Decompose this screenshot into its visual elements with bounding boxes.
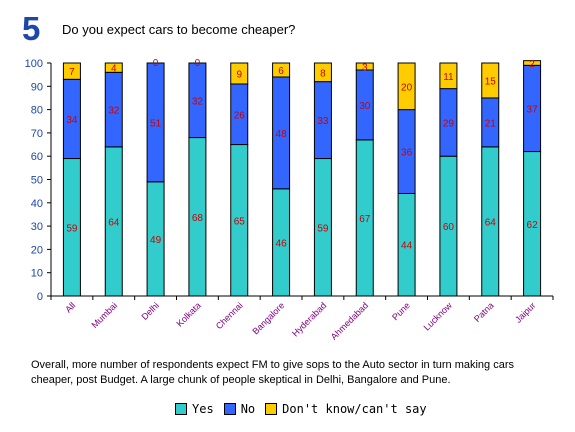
data-label-no: 34 <box>66 115 78 126</box>
bar-dontknow <box>104 62 123 73</box>
summary-note: Overall, more number of respondents expe… <box>31 359 515 386</box>
question-number: 5 <box>22 10 41 47</box>
data-label-no: 29 <box>443 118 455 129</box>
data-label-dontknow: 3 <box>362 62 368 73</box>
legend-swatch-yes <box>175 403 187 415</box>
data-label-yes: 64 <box>108 217 120 228</box>
bar-dontknow <box>481 62 500 99</box>
category-label-group: Chennai <box>214 300 245 331</box>
data-label-dontknow: 15 <box>485 76 497 87</box>
question-title: Do you expect cars to become cheaper? <box>62 22 296 37</box>
category-label: Lucknow <box>422 300 455 333</box>
data-label-dontknow: 4 <box>111 64 117 75</box>
category-label-group: Delhi <box>139 300 161 322</box>
y-tick-label: 60 <box>31 151 43 163</box>
data-label-dontknow: 6 <box>278 66 284 77</box>
y-tick-label: 100 <box>25 58 43 70</box>
data-label-yes: 65 <box>234 216 246 227</box>
category-label-group: Ahmedabad <box>329 300 370 341</box>
category-label-group: Mumbai <box>89 300 119 330</box>
category-label: Kolkata <box>175 300 203 328</box>
category-label-group: Pune <box>390 300 412 322</box>
data-label-dontknow: 8 <box>320 68 326 79</box>
bar-dontknow <box>272 62 291 78</box>
data-label-no: 32 <box>192 96 204 107</box>
bar-no <box>188 62 207 139</box>
bar-dontknow <box>397 62 416 111</box>
data-label-dontknow: 11 <box>443 72 454 83</box>
legend-swatch-dontknow <box>265 403 278 415</box>
data-label-no: 33 <box>317 116 329 127</box>
bar-no <box>146 62 165 183</box>
data-label-yes: 64 <box>485 217 497 228</box>
data-label-dontknow: 7 <box>69 67 75 78</box>
y-tick-label: 40 <box>31 198 43 210</box>
bar-dontknow <box>313 62 332 83</box>
data-label-no: 37 <box>527 104 539 115</box>
y-tick-label: 80 <box>31 105 43 117</box>
y-tick-label: 10 <box>31 268 43 280</box>
bar-dontknow <box>439 62 458 90</box>
bar-dontknow <box>62 62 81 80</box>
data-label-dontknow: 20 <box>401 82 413 93</box>
category-label-group: Jaipur <box>513 300 537 324</box>
y-tick-label: 0 <box>37 291 43 303</box>
data-label-yes: 59 <box>66 223 78 234</box>
legend-item-yes: Yes <box>175 402 214 416</box>
data-label-yes: 62 <box>527 220 539 231</box>
legend-swatch-no <box>223 403 236 415</box>
data-label-dontknow: 0 <box>153 58 159 69</box>
data-label-yes: 44 <box>401 241 413 252</box>
category-label-group: Lucknow <box>422 300 455 333</box>
category-label: Chennai <box>214 300 245 331</box>
legend-item-no: No <box>223 402 256 416</box>
bar-dontknow <box>230 62 249 85</box>
category-label: Ahmedabad <box>329 300 370 341</box>
legend-label-dontknow: Don't know/can't say <box>282 402 427 416</box>
data-label-yes: 67 <box>359 214 371 225</box>
data-label-no: 51 <box>150 118 162 129</box>
category-label-group: Hyderabad <box>290 300 328 338</box>
category-label: Jaipur <box>513 300 537 324</box>
data-label-yes: 60 <box>443 222 455 233</box>
data-label-yes: 46 <box>276 238 288 249</box>
legend-label-yes: Yes <box>192 402 214 416</box>
data-label-no: 21 <box>485 118 497 129</box>
category-label: Bangalore <box>250 300 286 336</box>
category-label: Hyderabad <box>290 300 328 338</box>
data-label-dontknow: 2 <box>529 59 535 70</box>
legend-item-dontknow: Don't know/can't say <box>265 402 427 416</box>
y-tick-label: 70 <box>31 128 43 140</box>
category-label: Mumbai <box>89 300 119 330</box>
data-label-no: 36 <box>401 148 413 159</box>
data-label-dontknow: 0 <box>195 58 201 69</box>
data-label-yes: 68 <box>192 213 204 224</box>
y-tick-label: 50 <box>31 175 43 187</box>
y-tick-label: 20 <box>31 244 43 256</box>
category-label-group: Bangalore <box>250 300 286 336</box>
category-label: Delhi <box>139 300 161 322</box>
data-label-no: 32 <box>108 106 120 117</box>
data-label-yes: 59 <box>317 223 329 234</box>
data-label-no: 26 <box>234 110 246 121</box>
data-label-yes: 49 <box>150 235 162 246</box>
category-label-group: All <box>63 300 77 314</box>
category-label: Pune <box>390 300 412 322</box>
y-tick-label: 30 <box>31 221 43 233</box>
bar-dontknow <box>523 60 542 66</box>
data-label-no: 48 <box>276 129 288 140</box>
stacked-bar-chart: 010203040506070809010059347All64324Mumba… <box>25 58 554 342</box>
bar-dontknow <box>355 62 374 71</box>
chart-legend: Yes No Don't know/can't say <box>175 402 437 416</box>
data-label-dontknow: 9 <box>236 69 242 80</box>
category-label-group: Kolkata <box>175 300 203 328</box>
category-label-group: Patna <box>472 300 496 324</box>
y-tick-label: 90 <box>31 81 43 93</box>
legend-label-no: No <box>240 402 256 416</box>
category-label: Patna <box>472 300 496 324</box>
data-label-no: 30 <box>359 101 371 112</box>
category-label: All <box>63 300 77 314</box>
